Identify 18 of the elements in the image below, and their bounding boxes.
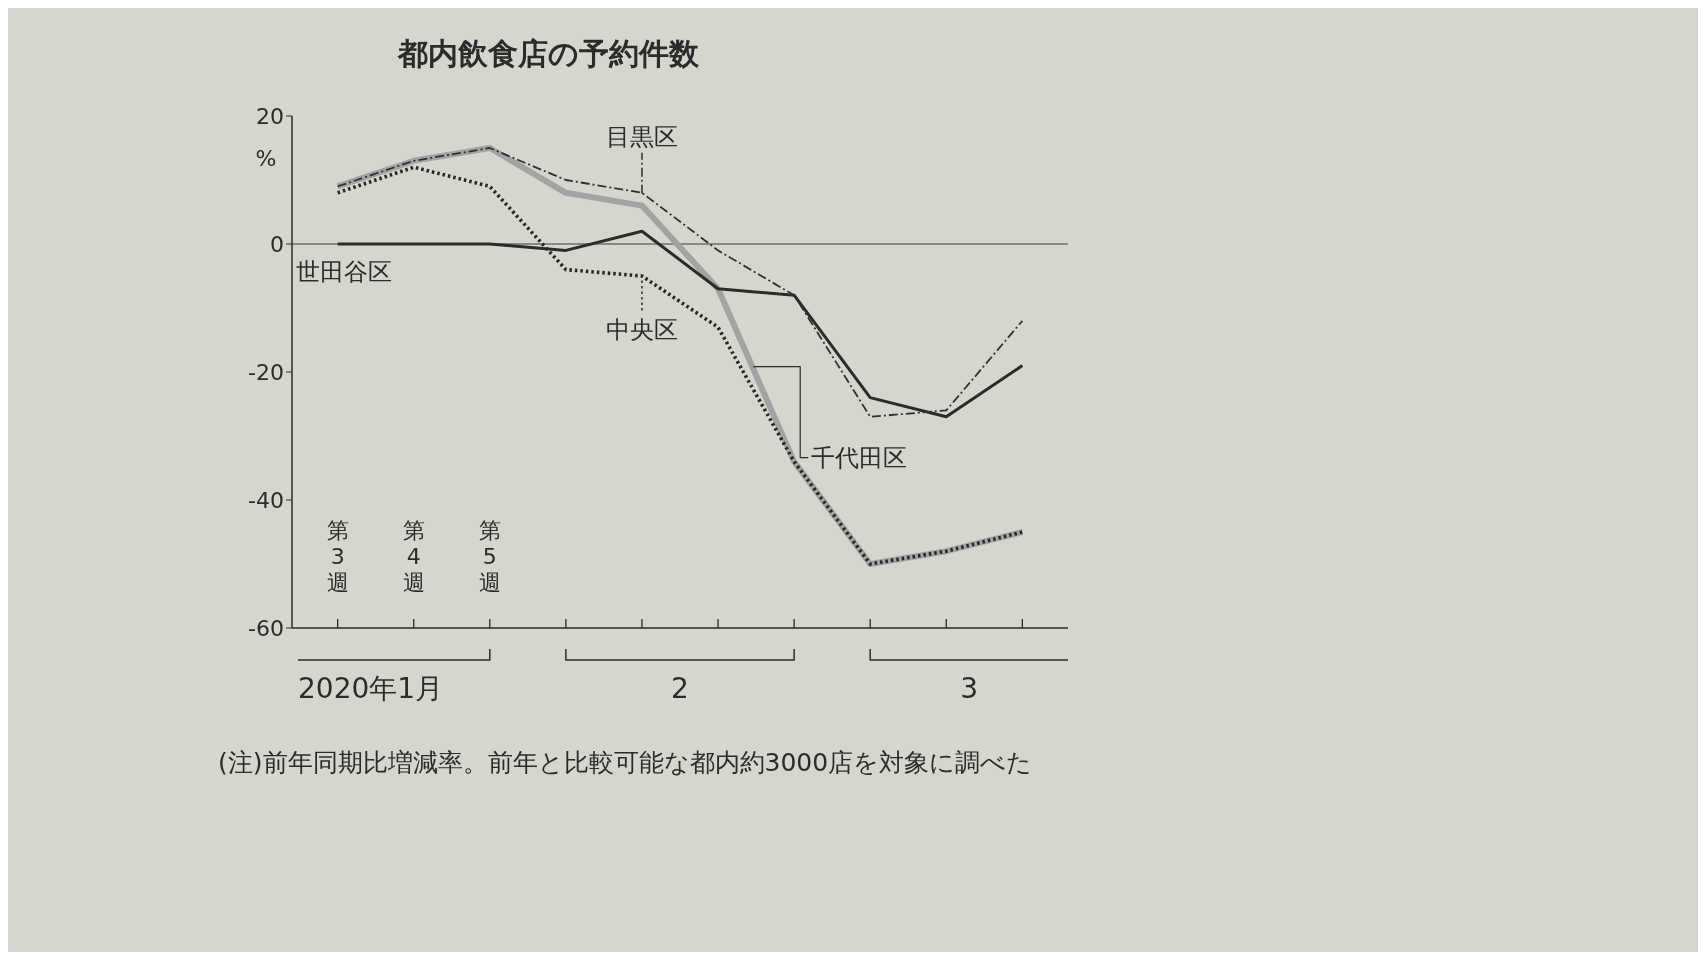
text: 2020年1月 (298, 672, 444, 705)
series-label: 目黒区 (605, 122, 678, 151)
series-label: 世田谷区 (295, 258, 392, 286)
chart-title: 都内飲食店の予約件数 (398, 35, 699, 73)
x-tick-label: 第5週 (478, 518, 501, 595)
text: (注)前年同期比増減率。前年と比較可能な都内約3000店を対象に調べた (218, 747, 1033, 779)
legend-label: 中央区 (605, 316, 678, 344)
x-tick-label: 第4週 (402, 518, 425, 595)
y-tick-label: -60 (248, 615, 284, 641)
y-tick-label: -40 (248, 487, 284, 513)
series-label: 千代田区 (811, 443, 908, 472)
text: 2 (671, 672, 689, 705)
y-tick-label: 0 (270, 231, 284, 257)
y-tick-label: 20 (256, 103, 284, 129)
text: 3 (960, 672, 979, 705)
y-axis-title: % (255, 146, 277, 171)
y-tick-label: -20 (248, 359, 284, 385)
x-tick-label: 第3週 (326, 518, 349, 595)
